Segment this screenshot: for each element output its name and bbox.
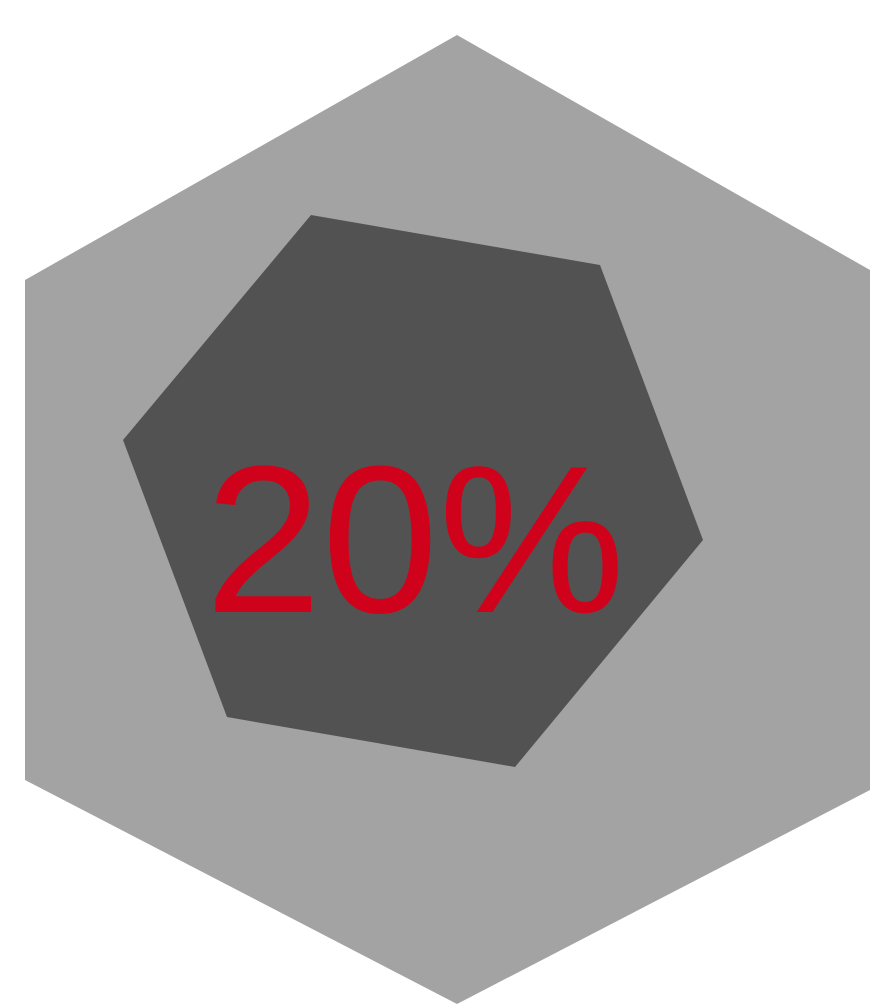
percentage-value: 20% bbox=[205, 422, 625, 657]
inner-hexagon bbox=[123, 215, 703, 767]
